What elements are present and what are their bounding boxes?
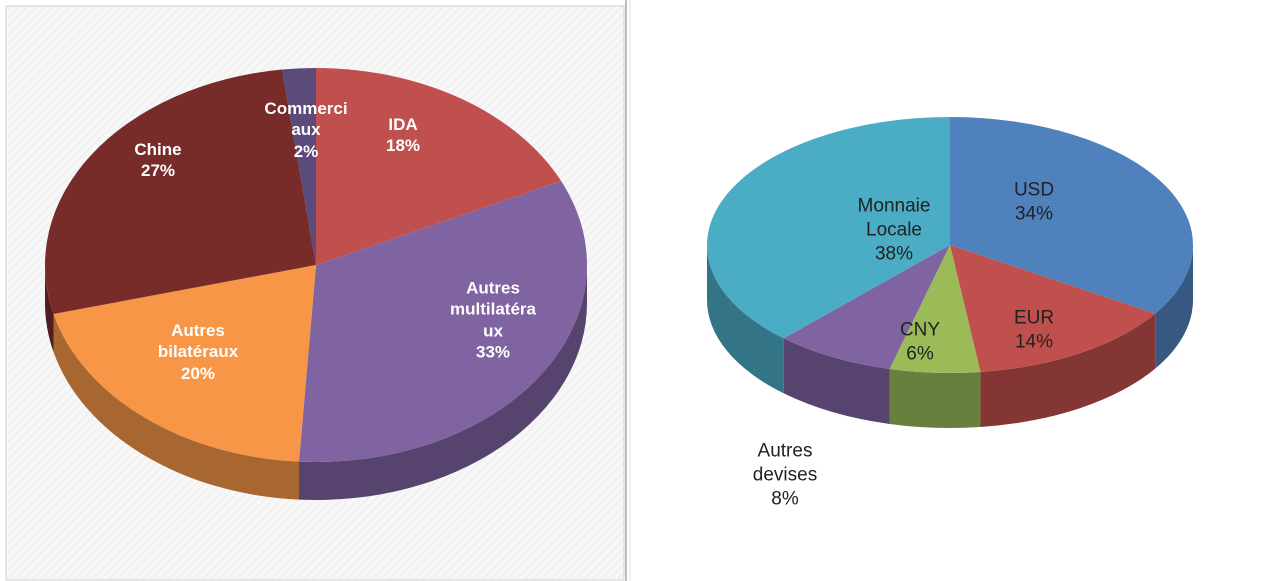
value-label: 2% [293,141,319,161]
slice-side [53,313,299,500]
slice [53,265,316,462]
slice-label: Autres devises 8% [740,439,830,510]
category-label: Autres multilatéraux [450,278,536,341]
slice-label: Chine 27% [113,139,203,182]
category-label: Monnaie Locale [857,195,931,241]
category-label: CNY [899,319,941,341]
value-label: 34% [1014,203,1054,224]
slice [950,117,1193,314]
slice [298,181,587,463]
value-label: 27% [140,161,176,180]
slice-label: IDA 18% [358,114,448,157]
value-label: 6% [906,343,934,364]
slice-label: Autres multilatéraux 33% [447,278,539,363]
slice-side [980,313,1156,427]
slice-side [783,338,890,424]
slice [889,245,981,374]
slice-label: Autres bilatéraux 20% [152,320,244,384]
category-label: Autres devises [752,440,818,486]
category-label: Chine [134,139,182,159]
value-label: 20% [180,363,216,383]
value-label: 18% [385,136,421,155]
slice [950,245,1156,372]
slice-side [45,265,54,352]
slice [282,68,316,265]
slice-side [1155,245,1193,369]
slice-label: Monnaie Locale 38% [848,194,940,265]
slice-label: Commerciaux 2% [264,98,348,162]
category-label: IDA [388,114,418,134]
value-label: 14% [1014,331,1054,352]
slice-label: EUR 14% [989,306,1079,354]
slice [783,245,950,369]
category-label: EUR [1013,307,1055,329]
slice-label: USD 34% [989,178,1079,226]
slice-side [706,245,784,394]
category-label: Autres bilatéraux [157,321,239,362]
category-label: USD [1013,179,1055,201]
slice-side [889,368,981,429]
value-label: 33% [475,342,511,362]
slice [707,117,950,339]
slice-side [298,265,587,500]
value-label: 38% [874,242,914,264]
category-label: Commerciaux [264,99,348,140]
value-label: 8% [771,487,799,509]
slice-label: CNY 6% [890,318,950,366]
slice [316,68,562,265]
slice [44,69,317,314]
